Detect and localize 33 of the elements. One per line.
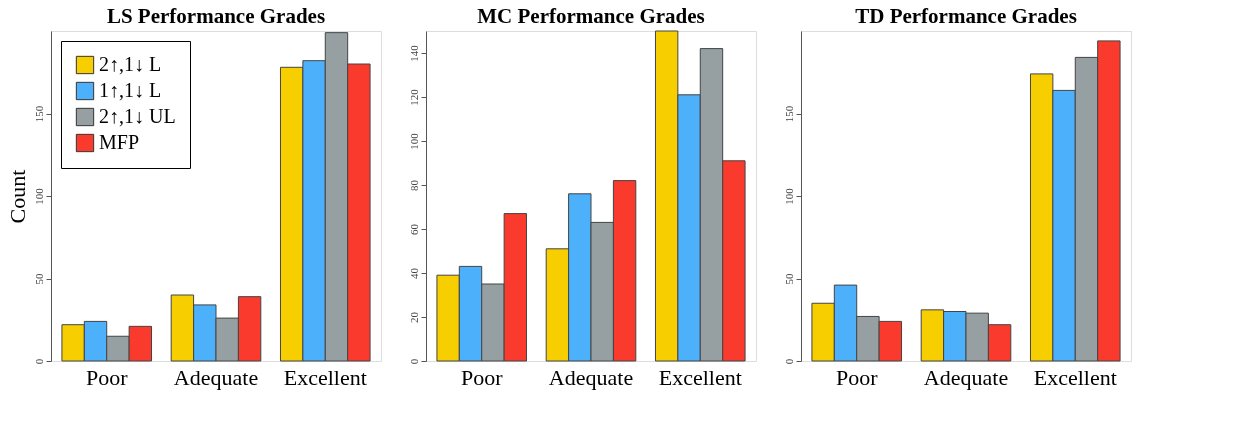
chart-title: MC Performance Grades: [477, 3, 705, 28]
legend-label: 2↑,1↓ UL: [99, 105, 176, 127]
x-tick-label: Poor: [460, 364, 504, 390]
y-tick-label: 50: [32, 273, 45, 285]
y-tick-label: 0: [407, 358, 420, 365]
x-tick-label: Excellent: [1033, 364, 1117, 390]
y-tick-label: 40: [407, 267, 420, 279]
y-tick-label: 60: [407, 223, 420, 235]
x-tick-label: Excellent: [283, 364, 367, 390]
x-tick-label: Adequate: [548, 364, 634, 390]
legend-label: MFP: [99, 131, 140, 153]
x-tick-label: Excellent: [658, 364, 742, 390]
x-tick-label: Poor: [835, 364, 879, 390]
y-tick-label: 100: [407, 132, 420, 150]
y-tick-label: 100: [782, 187, 795, 205]
chart-title: TD Performance Grades: [855, 4, 1077, 28]
y-tick-label: 150: [782, 105, 795, 123]
legend-label: 1↑,1↓ L: [99, 79, 162, 101]
x-tick-label: Adequate: [923, 364, 1009, 390]
y-tick-label: 0: [782, 358, 795, 365]
y-axis-title: Count: [4, 169, 30, 224]
y-tick-label: 150: [32, 105, 45, 123]
x-tick-label: Poor: [85, 364, 129, 390]
legend-label: 2↑,1↓ L: [99, 53, 162, 75]
y-tick-label: 100: [32, 187, 45, 205]
y-tick-label: 0: [32, 358, 45, 365]
y-tick-label: 140: [407, 44, 420, 62]
y-tick-label: 50: [782, 273, 795, 285]
y-tick-label: 80: [407, 179, 420, 191]
y-tick-label: 20: [407, 311, 420, 323]
chart-title: LS Performance Grades: [106, 4, 326, 28]
y-tick-label: 120: [407, 88, 420, 106]
x-tick-label: Adequate: [173, 364, 259, 390]
